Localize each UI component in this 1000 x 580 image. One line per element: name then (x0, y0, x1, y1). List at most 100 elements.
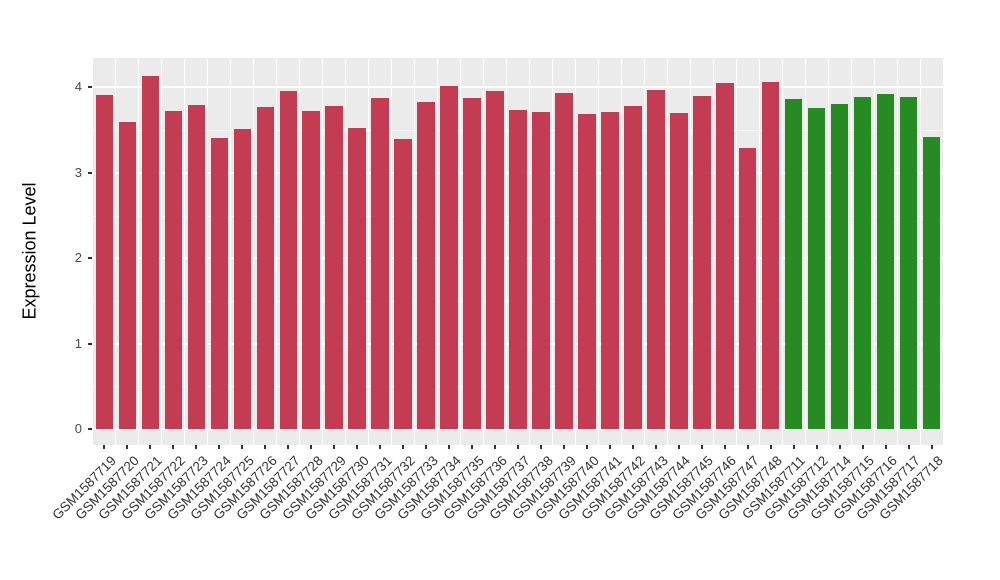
vertical-gridline (850, 58, 852, 445)
vertical-gridline (115, 58, 117, 445)
vertical-gridline (207, 58, 209, 445)
x-tick (884, 445, 887, 449)
vertical-gridline (230, 58, 232, 445)
x-tick (723, 445, 726, 449)
vertical-gridline (184, 58, 186, 445)
x-tick (539, 445, 542, 449)
vertical-gridline (735, 58, 737, 445)
bar (210, 137, 229, 429)
vertical-gridline (873, 58, 875, 445)
x-tick (402, 445, 405, 449)
x-tick (631, 445, 634, 449)
x-tick (700, 445, 703, 449)
bar (830, 103, 849, 429)
bar (693, 95, 711, 429)
vertical-gridline (345, 58, 347, 445)
bar (578, 113, 596, 429)
vertical-gridline (689, 58, 691, 445)
vertical-gridline (253, 58, 255, 445)
vertical-gridline (299, 58, 301, 445)
vertical-gridline (781, 58, 783, 445)
x-tick (287, 445, 290, 449)
x-tick (792, 445, 795, 449)
bar (509, 109, 527, 429)
major-gridline (93, 428, 943, 430)
vertical-gridline (437, 58, 439, 445)
bar (187, 105, 206, 429)
bar (784, 98, 803, 429)
bar (899, 96, 918, 429)
y-tick (88, 428, 92, 430)
x-tick (356, 445, 359, 449)
bar (141, 76, 160, 429)
x-tick (677, 445, 680, 449)
bar (670, 113, 688, 429)
vertical-gridline (919, 58, 921, 445)
vertical-gridline (551, 58, 553, 445)
vertical-gridline (138, 58, 140, 445)
x-tick (585, 445, 588, 449)
y-tick-label: 4 (74, 79, 82, 95)
x-tick (471, 445, 474, 449)
x-tick (517, 445, 519, 449)
x-tick (333, 445, 336, 449)
bar (95, 95, 114, 429)
x-tick (861, 445, 864, 449)
bar (853, 96, 872, 429)
vertical-gridline (528, 58, 530, 445)
vertical-gridline (804, 58, 806, 445)
bar (279, 90, 298, 429)
x-tick (195, 445, 198, 449)
bar (922, 136, 941, 429)
x-tick (654, 445, 657, 449)
x-tick (746, 445, 749, 449)
bar (647, 89, 665, 429)
bar (164, 111, 183, 429)
x-tick (425, 445, 428, 449)
x-tick (264, 445, 267, 449)
x-tick (126, 445, 129, 449)
bar (532, 112, 550, 429)
vertical-gridline (827, 58, 829, 445)
x-tick (562, 445, 565, 449)
bar (256, 107, 275, 429)
x-tick (769, 445, 772, 449)
bar (486, 90, 504, 429)
vertical-gridline (322, 58, 324, 445)
bar (371, 97, 389, 429)
x-tick (103, 445, 106, 449)
x-tick (149, 445, 152, 449)
y-tick (88, 257, 92, 260)
bar (738, 148, 757, 429)
bar (601, 112, 619, 429)
y-tick-label: 3 (74, 164, 82, 180)
plot-panel (93, 58, 943, 445)
vertical-gridline (597, 58, 599, 445)
vertical-gridline (161, 58, 163, 445)
x-tick (172, 445, 175, 449)
x-tick (494, 445, 497, 449)
vertical-gridline (391, 58, 393, 445)
y-tick (88, 86, 92, 89)
x-tick (379, 445, 382, 449)
bar (325, 106, 343, 429)
y-tick-label: 1 (74, 335, 82, 351)
bar (302, 111, 320, 429)
major-gridline (93, 86, 943, 89)
vertical-gridline (620, 58, 622, 445)
vertical-gridline (666, 58, 668, 445)
vertical-gridline (643, 58, 645, 445)
bar (417, 101, 435, 429)
vertical-gridline (506, 58, 507, 445)
x-tick (218, 445, 221, 449)
vertical-gridline (460, 58, 462, 445)
bar (233, 129, 252, 429)
vertical-gridline (276, 58, 278, 445)
vertical-gridline (712, 58, 714, 445)
bar (463, 97, 481, 429)
x-tick (608, 445, 611, 449)
vertical-gridline (414, 58, 416, 445)
y-tick (88, 171, 92, 174)
x-tick (838, 445, 841, 449)
bar (555, 92, 573, 429)
